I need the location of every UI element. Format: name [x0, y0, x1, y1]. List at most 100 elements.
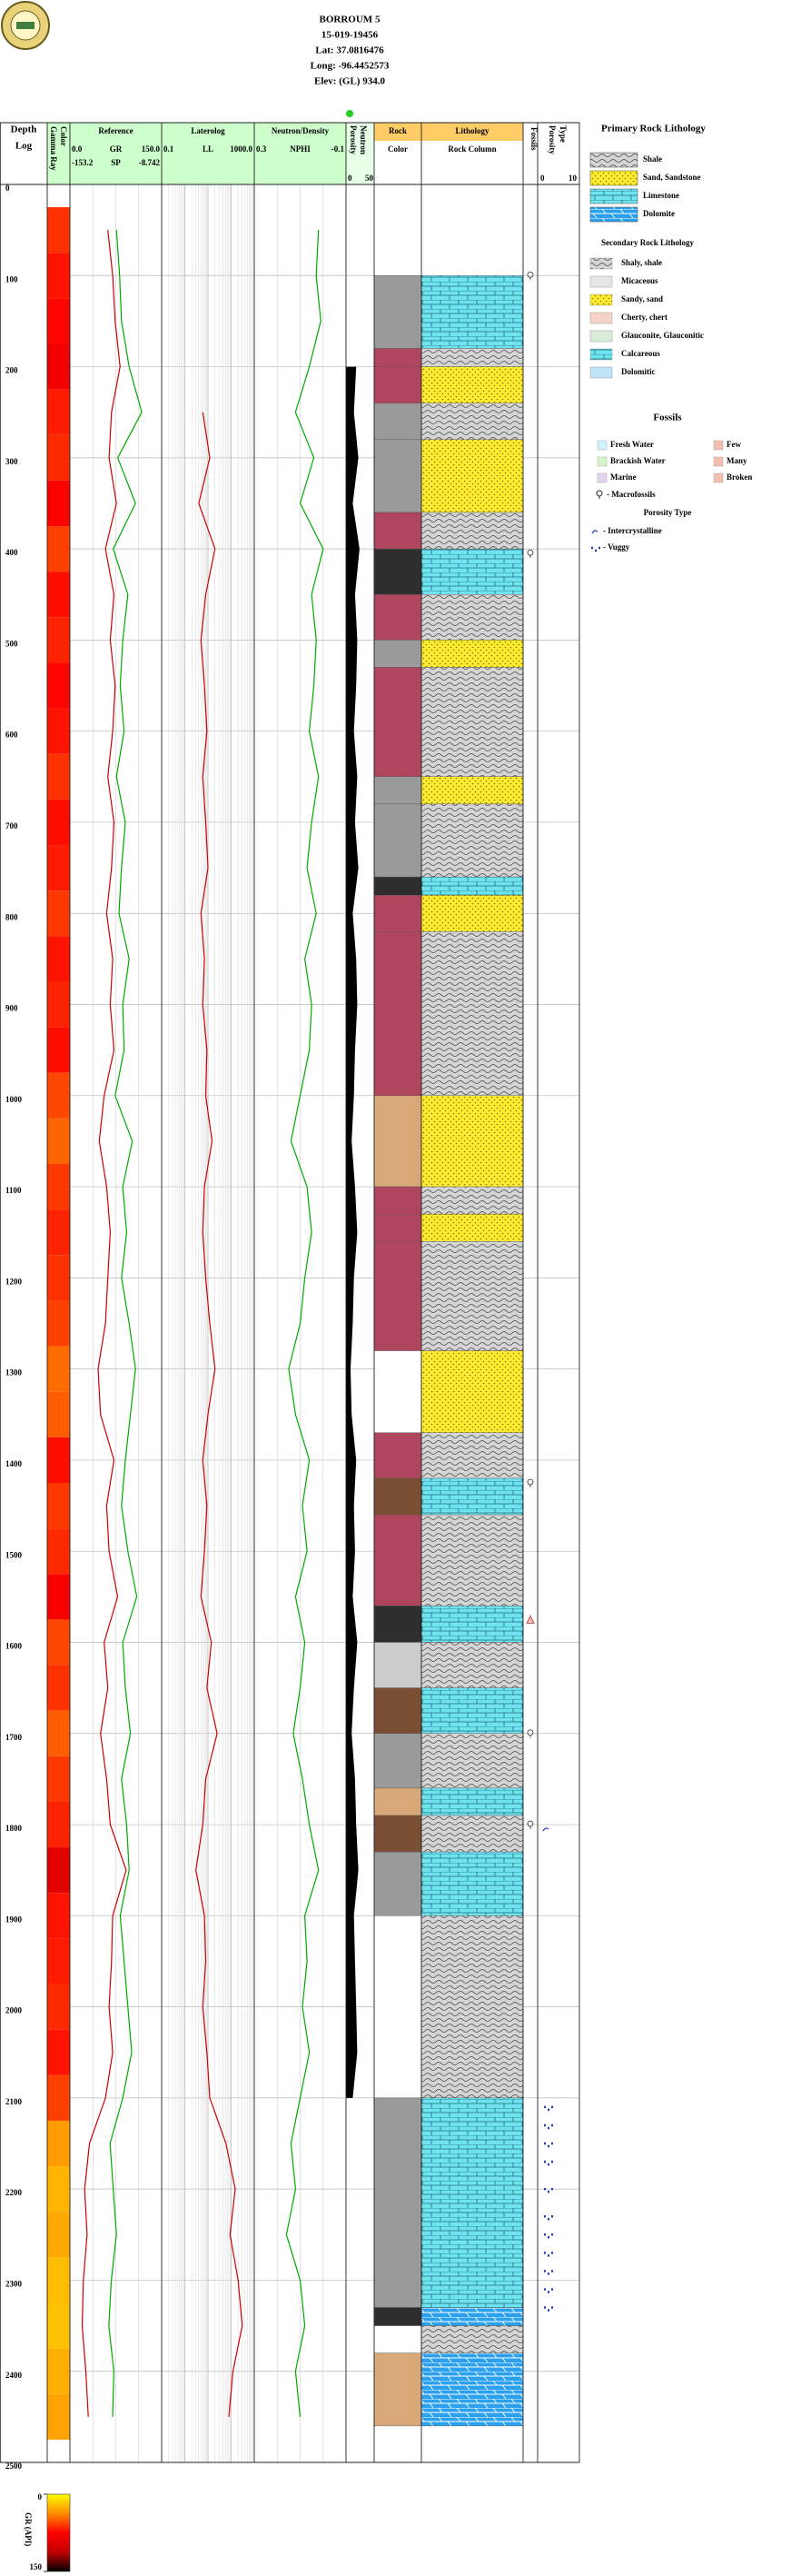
well-info: 15-019-19456 — [321, 30, 379, 41]
gamma-band — [47, 1482, 70, 1529]
lithology — [420, 1733, 524, 1789]
legend-swatch — [591, 546, 600, 552]
rock-color — [373, 1186, 422, 1215]
track-title: Neutron/Density — [272, 126, 330, 135]
legend-swatch — [589, 152, 638, 168]
lithology — [420, 667, 524, 778]
lithology — [420, 1350, 524, 1434]
legend-entry: Sand, Sandstone — [643, 173, 701, 182]
lithology — [420, 1606, 524, 1643]
gamma-band — [47, 799, 70, 846]
track-title: Type — [559, 125, 568, 143]
y-tick-label: 1000 — [5, 1095, 23, 1104]
legend-entry: - Macrofossils — [607, 490, 656, 499]
rock-color — [373, 512, 422, 550]
y-tick-label: 0 — [5, 184, 10, 193]
legend-entry: Dolomitic — [621, 367, 656, 376]
porosity-mark — [544, 2306, 553, 2312]
scale-min: 0.0 — [72, 144, 83, 154]
gamma-band — [47, 2257, 70, 2303]
y-tick-label: 600 — [5, 731, 18, 740]
lithology — [420, 1213, 524, 1242]
scale-min: 0.1 — [163, 144, 174, 154]
scale-min: 0 — [348, 174, 352, 183]
colorbar-tick-label: 0 — [38, 2492, 43, 2501]
gamma-band — [47, 1619, 70, 1666]
track-title: Rock Column — [448, 144, 496, 154]
scale-max: 10 — [569, 174, 578, 183]
gamma-band — [47, 1391, 70, 1437]
legend-swatch — [713, 440, 724, 451]
log-curve — [81, 230, 127, 2417]
gamma-band — [47, 1710, 70, 1756]
legend-entry: Calcareous — [621, 349, 660, 358]
track-header-bands — [47, 123, 523, 184]
legend-entry: NPHI — [290, 144, 311, 154]
track-title: Porosity — [349, 125, 358, 154]
track-title: Neutron — [359, 125, 368, 154]
rock-color — [373, 366, 422, 403]
rock-color — [373, 439, 422, 513]
lithology — [420, 275, 524, 349]
porosity-mark — [544, 2142, 553, 2148]
legend-entry: Marine — [610, 472, 637, 482]
rock-color — [373, 594, 422, 641]
gamma-band — [47, 1528, 70, 1575]
legend-entry: Sandy, sand — [621, 294, 663, 303]
gamma-band — [47, 1346, 70, 1392]
colorbar-label: GR (API) — [24, 2512, 33, 2546]
legend-swatch — [589, 170, 638, 186]
scale-max: -0.1 — [331, 144, 345, 154]
y-tick-label: 900 — [5, 1004, 18, 1013]
gamma-band — [47, 1984, 70, 2030]
porosity-mark — [544, 2252, 553, 2257]
track-title: Laterolog — [191, 126, 225, 135]
legend-entry: - Intercrystalline — [603, 526, 662, 535]
gamma-band — [47, 662, 70, 709]
gamma-band — [47, 1665, 70, 1711]
rock-color — [373, 1851, 422, 1916]
lithology — [420, 2352, 524, 2427]
gamma-band — [47, 2120, 70, 2167]
lithology — [420, 876, 524, 896]
rock-color — [373, 2097, 422, 2308]
rock-color — [373, 1642, 422, 1688]
y-tick-label: 1600 — [5, 1642, 23, 1651]
y-tick-label: 2500 — [5, 2462, 23, 2471]
y-tick-label: 1800 — [5, 1824, 23, 1833]
well-info: Elev: (GL) 934.0 — [314, 76, 385, 87]
rock-color — [373, 1241, 422, 1351]
porosity-mark — [544, 2233, 553, 2239]
track-title: Reference — [98, 126, 133, 135]
gamma-band — [47, 2029, 70, 2075]
legend-swatch — [589, 330, 613, 343]
lithology — [420, 348, 524, 367]
lithology — [420, 1915, 524, 2099]
legend-swatch — [589, 188, 638, 204]
gamma-band — [47, 1574, 70, 1620]
legend-swatch — [589, 206, 638, 223]
rock-color — [373, 640, 422, 668]
legend-entry: - Vuggy — [603, 542, 630, 552]
lithology — [420, 366, 524, 403]
well-info: Long: -96.4452573 — [311, 61, 390, 72]
lithology — [420, 894, 524, 932]
gamma-band — [47, 936, 70, 982]
track-title: Color — [388, 144, 408, 154]
lithology — [420, 512, 524, 550]
lithology — [420, 594, 524, 641]
legend-entry: Cherty, chert — [621, 313, 668, 322]
rock-color — [373, 403, 422, 440]
rock-color — [373, 548, 422, 595]
lithology — [420, 776, 524, 805]
scale-min: 0.3 — [256, 144, 267, 154]
rock-color — [373, 1915, 422, 2099]
lithology — [420, 931, 524, 1097]
porosity-mark — [544, 2187, 553, 2193]
legend-title: Primary Rock Lithology — [601, 124, 706, 134]
lithology — [420, 1514, 524, 1606]
log-curve — [108, 230, 143, 2417]
y-tick-label: 400 — [5, 548, 18, 557]
gamma-band — [47, 434, 70, 481]
